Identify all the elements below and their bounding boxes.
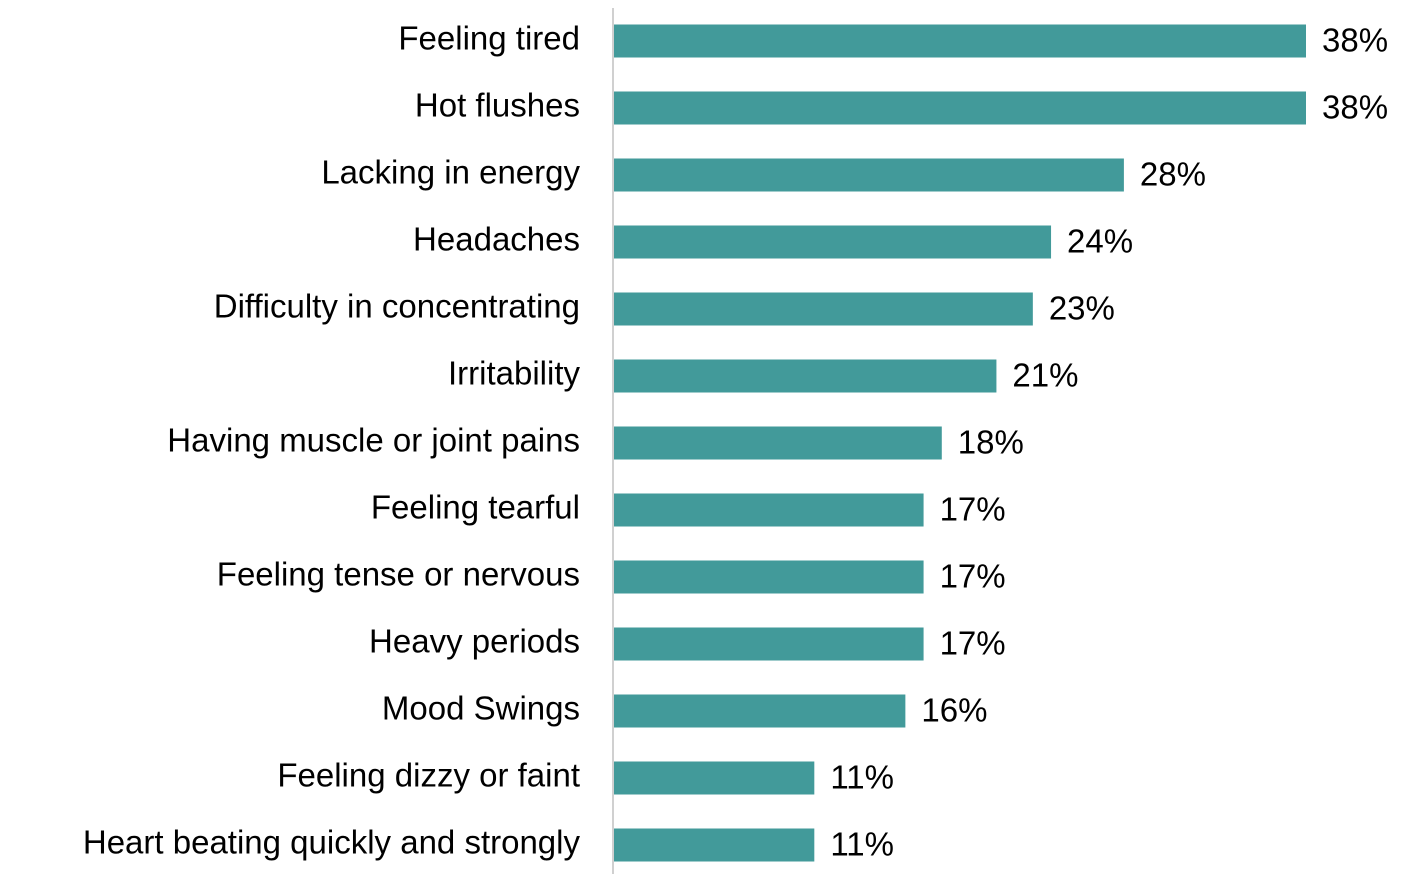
bar bbox=[614, 828, 815, 862]
category-label: Headaches bbox=[413, 221, 580, 258]
category-label: Difficulty in concentrating bbox=[214, 288, 580, 325]
value-label: 38% bbox=[1322, 22, 1388, 59]
category-label: Irritability bbox=[448, 355, 581, 392]
category-label: Hot flushes bbox=[415, 87, 580, 124]
bar bbox=[614, 694, 906, 728]
value-label: 23% bbox=[1049, 290, 1115, 327]
value-label: 28% bbox=[1140, 156, 1206, 193]
bar bbox=[614, 158, 1124, 192]
bar bbox=[614, 225, 1052, 259]
category-label: Heart beating quickly and strongly bbox=[83, 824, 581, 861]
value-label: 16% bbox=[921, 692, 987, 729]
value-label: 17% bbox=[940, 558, 1006, 595]
category-label: Lacking in energy bbox=[321, 154, 580, 191]
value-label: 11% bbox=[830, 759, 894, 796]
category-label: Feeling tense or nervous bbox=[217, 556, 580, 593]
value-label: 17% bbox=[940, 491, 1006, 528]
value-label: 24% bbox=[1067, 223, 1133, 260]
value-label: 18% bbox=[958, 424, 1024, 461]
value-label: 21% bbox=[1012, 357, 1078, 394]
category-label: Feeling dizzy or faint bbox=[277, 757, 580, 794]
value-label: 11% bbox=[830, 826, 894, 863]
bar bbox=[614, 426, 942, 460]
bar bbox=[614, 627, 924, 661]
category-label: Feeling tearful bbox=[371, 489, 580, 526]
category-label: Feeling tired bbox=[398, 20, 580, 57]
bar bbox=[614, 761, 815, 795]
bar bbox=[614, 359, 997, 393]
bar bbox=[614, 493, 924, 527]
value-label: 17% bbox=[940, 625, 1006, 662]
bar bbox=[614, 91, 1306, 125]
category-label: Mood Swings bbox=[382, 690, 580, 727]
category-label: Having muscle or joint pains bbox=[167, 422, 580, 459]
bar bbox=[614, 24, 1306, 58]
bar bbox=[614, 560, 924, 594]
category-label: Heavy periods bbox=[369, 623, 580, 660]
value-label: 38% bbox=[1322, 89, 1388, 126]
bar bbox=[614, 292, 1033, 326]
